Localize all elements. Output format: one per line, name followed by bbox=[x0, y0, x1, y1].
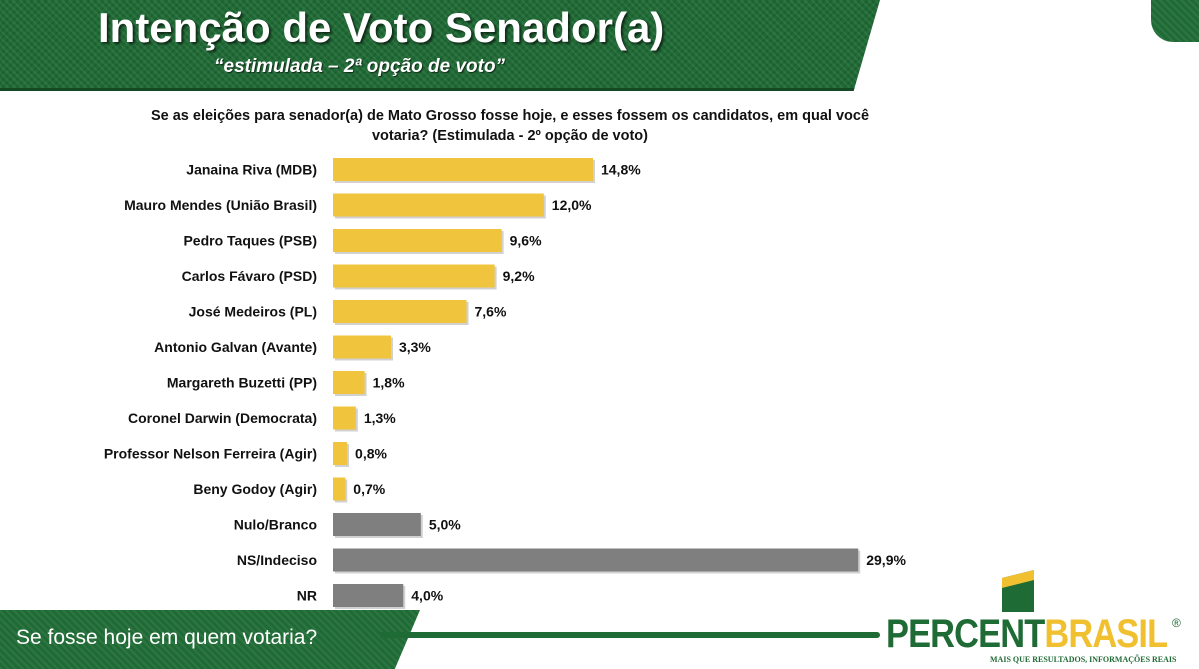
category-label: Antonio Galvan (Avante) bbox=[154, 339, 317, 355]
value-label: 0,8% bbox=[355, 446, 387, 462]
category-label: Nulo/Branco bbox=[234, 517, 317, 533]
bar bbox=[333, 513, 421, 536]
value-label: 3,3% bbox=[399, 339, 431, 355]
bar bbox=[333, 335, 391, 359]
header-band bbox=[0, 0, 880, 91]
logo-tagline: MAIS QUE RESULTADOS, INFORMAÇÕES REAIS bbox=[990, 655, 1177, 664]
value-label: 9,2% bbox=[503, 268, 535, 284]
category-label: Beny Godoy (Agir) bbox=[193, 481, 317, 497]
bar bbox=[333, 477, 346, 501]
category-label: Professor Nelson Ferreira (Agir) bbox=[104, 446, 317, 462]
bar bbox=[333, 548, 859, 572]
category-label: José Medeiros (PL) bbox=[189, 304, 317, 320]
bar bbox=[333, 264, 495, 288]
logo-part1: PERCENT bbox=[886, 612, 1045, 656]
category-label: Pedro Taques (PSB) bbox=[183, 233, 317, 249]
bar bbox=[333, 229, 502, 252]
category-label: Mauro Mendes (União Brasil) bbox=[124, 197, 317, 213]
category-label: NS/Indeciso bbox=[237, 552, 317, 568]
chart-title: Se as eleições para senador(a) de Mato G… bbox=[150, 108, 870, 144]
logo-part2: BRASIL bbox=[1044, 612, 1168, 656]
bar bbox=[333, 442, 348, 465]
category-label: Coronel Darwin (Democrata) bbox=[128, 410, 317, 426]
value-label: 1,8% bbox=[373, 375, 405, 391]
category-label: Janaina Riva (MDB) bbox=[186, 162, 317, 178]
value-label: 0,7% bbox=[353, 481, 385, 497]
bar bbox=[333, 158, 593, 181]
value-label: 14,8% bbox=[601, 162, 641, 178]
bar bbox=[333, 584, 404, 607]
logo-wordmark: PERCENTBRASIL bbox=[886, 612, 1168, 656]
logo-icon bbox=[1002, 570, 1034, 612]
footer-question: Se fosse hoje em quem votaria? bbox=[16, 626, 318, 649]
category-label: Margareth Buzetti (PP) bbox=[167, 375, 317, 391]
category-label: Carlos Fávaro (PSD) bbox=[182, 268, 317, 284]
value-label: 4,0% bbox=[411, 588, 443, 604]
corner-decoration bbox=[1151, 0, 1199, 42]
category-label: NR bbox=[297, 588, 317, 604]
bar bbox=[333, 193, 544, 217]
footer-divider bbox=[380, 632, 880, 638]
value-label: 29,9% bbox=[866, 552, 906, 568]
page-subtitle: “estimulada – 2ª opção de voto” bbox=[214, 56, 506, 77]
registered-mark: ® bbox=[1172, 616, 1181, 630]
value-label: 12,0% bbox=[552, 197, 592, 213]
bar bbox=[333, 406, 356, 430]
value-label: 9,6% bbox=[510, 233, 542, 249]
bar bbox=[333, 371, 365, 394]
bar bbox=[333, 300, 467, 323]
page-title: Intenção de Voto Senador(a) bbox=[98, 4, 665, 51]
value-label: 5,0% bbox=[429, 517, 461, 533]
value-label: 1,3% bbox=[364, 410, 396, 426]
footer-band bbox=[0, 610, 420, 669]
value-label: 7,6% bbox=[475, 304, 507, 320]
